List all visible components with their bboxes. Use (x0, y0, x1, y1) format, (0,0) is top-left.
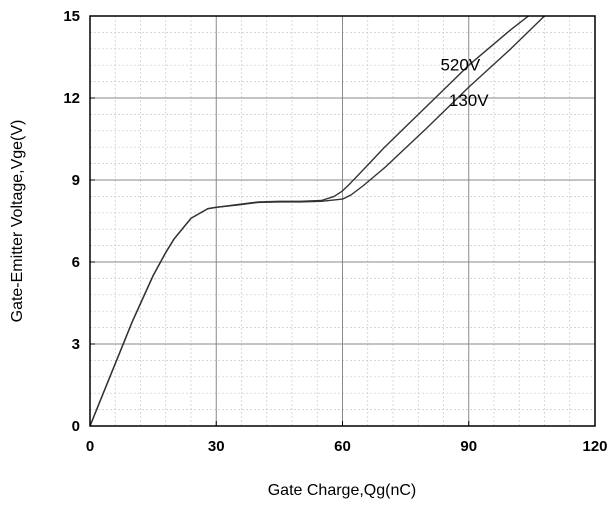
y-tick-label: 6 (72, 254, 80, 271)
series-layer (90, 16, 546, 426)
major-grid (90, 16, 595, 426)
x-tick-label: 30 (208, 438, 225, 455)
y-tick-labels: 0 3 6 9 12 15 (63, 8, 95, 435)
y-tick-label: 3 (72, 336, 80, 353)
x-axis-label: Gate Charge,Qg(nC) (268, 482, 417, 499)
y-tick-label: 12 (63, 90, 80, 107)
x-tick-label: 0 (86, 438, 94, 455)
y-tick-label: 9 (72, 172, 80, 189)
series-annotations: 520V 130V (440, 56, 489, 111)
y-tick-label: 15 (63, 8, 80, 25)
y-tick-label: 0 (72, 418, 80, 435)
series-line-130v (90, 16, 546, 426)
series-annotation: 130V (449, 91, 489, 110)
y-axis-label: Gate-Emitter Voltage,Vge(V) (9, 120, 26, 323)
x-tick-label: 120 (582, 438, 607, 455)
x-tick-label: 90 (460, 438, 477, 455)
x-tick-label: 60 (334, 438, 351, 455)
x-tick-labels: 0 30 60 90 120 (86, 421, 608, 455)
series-annotation: 520V (440, 56, 480, 75)
